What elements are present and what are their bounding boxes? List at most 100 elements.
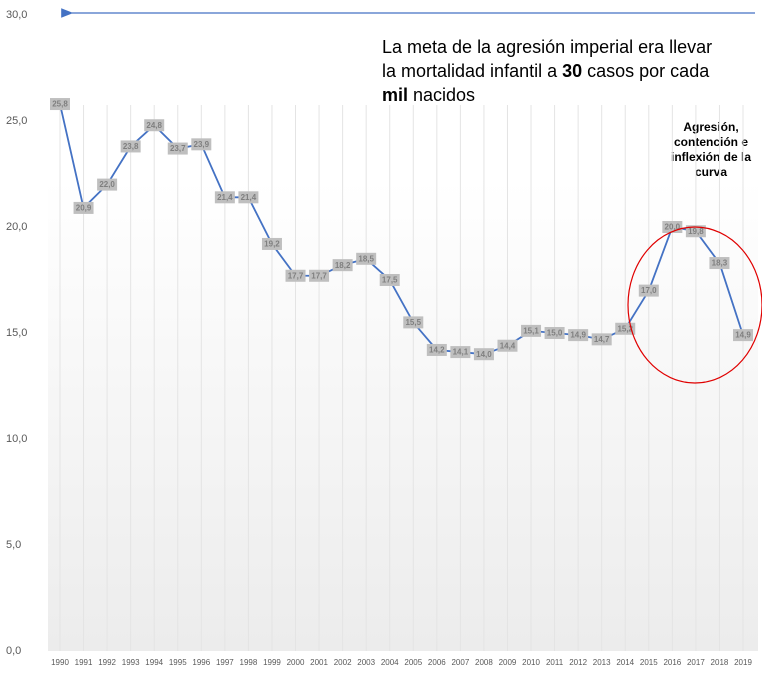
x-tick-label: 2011 — [546, 658, 564, 667]
x-tick-label: 2001 — [310, 658, 328, 667]
y-tick-label: 10,0 — [6, 433, 27, 445]
x-tick-label: 2014 — [616, 658, 634, 667]
data-label-box — [97, 178, 118, 191]
data-label-box — [591, 333, 612, 346]
data-label: 17,7 — [288, 271, 304, 280]
data-label-box — [544, 327, 565, 339]
y-tick-label: 15,0 — [6, 327, 27, 339]
data-label: 23,8 — [123, 142, 139, 151]
data-label-box — [473, 348, 494, 361]
data-label-box — [50, 98, 70, 111]
x-tick-label: 1997 — [216, 658, 234, 667]
data-label-box — [379, 274, 400, 286]
data-label: 21,4 — [241, 193, 257, 202]
data-label: 15,1 — [523, 326, 539, 335]
data-label-box — [144, 119, 165, 132]
data-label-box — [638, 284, 659, 297]
x-tick-label: 2019 — [734, 658, 752, 667]
data-label-box — [403, 316, 424, 329]
x-tick-label: 1999 — [263, 658, 281, 667]
x-tick-label: 2012 — [569, 658, 587, 667]
y-tick-label: 5,0 — [6, 539, 21, 551]
x-tick-label: 2005 — [404, 658, 422, 667]
x-tick-label: 2009 — [499, 658, 517, 667]
data-label-box — [167, 142, 188, 155]
x-tick-label: 2015 — [640, 658, 658, 667]
data-label-box — [497, 339, 518, 352]
x-tick-label: 1994 — [145, 658, 163, 667]
data-label-box — [450, 346, 471, 359]
data-label: 22,0 — [99, 180, 115, 189]
y-tick-label: 30,0 — [6, 9, 27, 21]
data-label: 17,7 — [311, 271, 327, 280]
data-label: 20,0 — [665, 223, 681, 232]
x-tick-label: 1990 — [51, 658, 69, 667]
data-label: 15,5 — [405, 318, 421, 327]
data-label-box — [261, 237, 282, 250]
data-label: 17,5 — [382, 276, 398, 285]
data-label: 14,9 — [735, 331, 751, 340]
y-tick-label: 25,0 — [6, 115, 27, 127]
data-label: 25,8 — [52, 100, 68, 109]
data-label-box — [120, 140, 141, 153]
data-label-box — [568, 329, 589, 342]
data-label: 14,7 — [594, 335, 610, 344]
x-tick-label: 2017 — [687, 658, 705, 667]
x-tick-label: 2018 — [711, 658, 729, 667]
x-tick-label: 2000 — [287, 658, 305, 667]
data-label: 14,2 — [429, 346, 445, 355]
x-tick-label: 2006 — [428, 658, 446, 667]
x-tick-label: 2013 — [593, 658, 611, 667]
data-label: 14,0 — [476, 350, 492, 359]
data-label: 23,9 — [194, 140, 210, 149]
data-label: 19,8 — [688, 227, 704, 236]
annotation-line: contención e — [674, 135, 748, 149]
x-tick-label: 1995 — [169, 658, 187, 667]
data-label: 18,3 — [712, 259, 728, 268]
x-tick-label: 1993 — [122, 658, 140, 667]
data-label: 24,8 — [146, 121, 162, 130]
annotation-line: inflexión de la — [671, 150, 751, 164]
x-tick-label: 1992 — [98, 658, 116, 667]
data-label: 18,5 — [358, 254, 374, 263]
data-label: 15,2 — [617, 324, 633, 333]
data-label: 17,0 — [641, 286, 657, 295]
data-label-box — [709, 257, 730, 270]
data-label-box — [309, 269, 330, 282]
x-tick-label: 2003 — [357, 658, 375, 667]
data-label-box — [356, 252, 377, 265]
x-tick-label: 2004 — [381, 658, 399, 667]
x-tick-label: 2010 — [522, 658, 540, 667]
x-tick-label: 2008 — [475, 658, 493, 667]
data-label-box — [191, 138, 212, 151]
x-tick-label: 1996 — [192, 658, 210, 667]
data-label: 14,1 — [453, 348, 469, 357]
annotation-line: Agresión, — [683, 120, 738, 134]
x-tick-label: 1991 — [75, 658, 93, 667]
x-tick-label: 2007 — [451, 658, 469, 667]
x-tick-label: 1998 — [240, 658, 258, 667]
highlight-ellipse — [627, 226, 762, 384]
data-label: 14,4 — [500, 341, 516, 350]
data-label: 15,0 — [547, 329, 563, 338]
data-label-box — [733, 329, 753, 342]
data-label: 20,9 — [76, 204, 92, 213]
data-label-box — [285, 269, 306, 282]
data-label: 23,7 — [170, 144, 186, 153]
data-label-box — [685, 225, 706, 238]
data-label-box — [238, 191, 259, 204]
data-label-box — [332, 259, 353, 272]
plot-background — [48, 180, 758, 651]
data-label: 19,2 — [264, 240, 280, 249]
y-tick-label: 0,0 — [6, 645, 21, 657]
annotation: La meta de la agresión imperial era llev… — [382, 37, 712, 105]
x-tick-label: 2016 — [663, 658, 681, 667]
y-tick-label: 20,0 — [6, 221, 27, 233]
data-label: 14,9 — [570, 331, 586, 340]
data-label-box — [426, 343, 447, 356]
x-tick-label: 2002 — [334, 658, 352, 667]
data-label-box — [73, 201, 94, 214]
data-label: 18,2 — [335, 261, 351, 270]
